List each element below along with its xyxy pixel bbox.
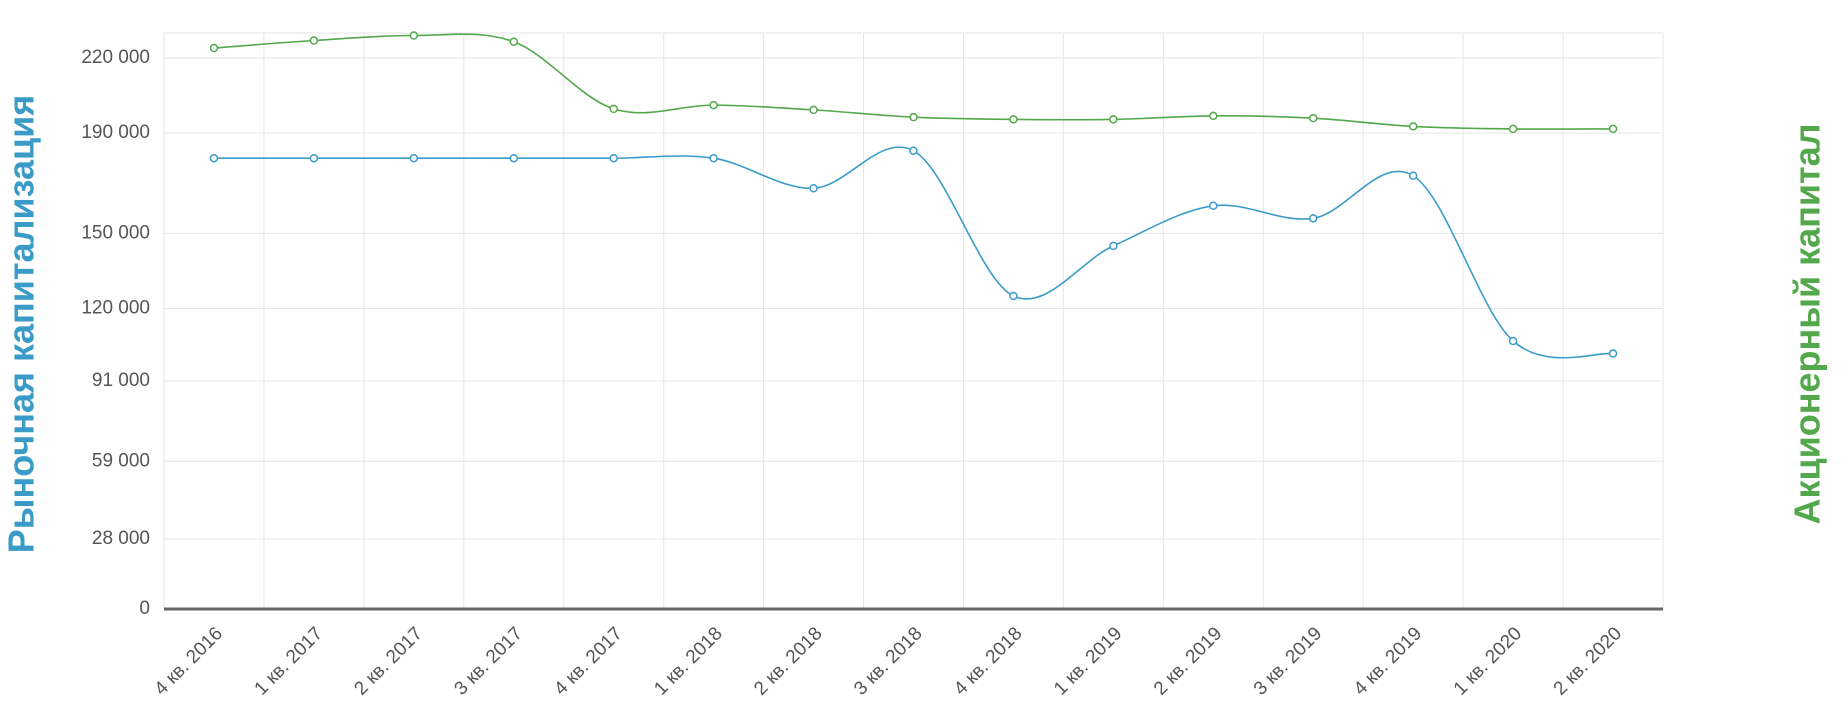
- x-tick-label: 3 кв. 2019: [1250, 623, 1326, 699]
- point: [1109, 115, 1118, 124]
- point: [909, 146, 918, 155]
- x-tick-label: 4 кв. 2016: [151, 623, 227, 699]
- x-tick-label: 4 кв. 2017: [550, 623, 626, 699]
- point: [1408, 122, 1418, 131]
- y-tick-label: 190 000: [81, 122, 150, 143]
- series-line: [213, 33, 1614, 130]
- y-tick-label: 150 000: [81, 222, 150, 243]
- x-tick-label: 4 кв. 2018: [950, 623, 1026, 699]
- point: [809, 184, 818, 193]
- x-tick-label: 1 кв. 2018: [650, 623, 726, 699]
- y-tick-label: 28 000: [92, 528, 150, 549]
- point: [1508, 336, 1518, 346]
- point: [1009, 291, 1018, 301]
- point: [209, 43, 219, 53]
- point: [1308, 113, 1318, 123]
- y-tick-label: 59 000: [92, 450, 150, 471]
- point: [1109, 241, 1118, 251]
- x-tick-label: 3 кв. 2017: [450, 623, 526, 699]
- point: [1009, 115, 1018, 124]
- y-tick-label: 0: [139, 598, 150, 619]
- x-tick-label: 1 кв. 2017: [251, 623, 327, 699]
- point: [609, 153, 618, 163]
- y-tick-label: 120 000: [81, 297, 150, 318]
- x-tick-label: 2 кв. 2017: [350, 623, 426, 699]
- y-tick-label: 220 000: [81, 47, 150, 68]
- point: [1608, 124, 1618, 134]
- point: [609, 104, 618, 114]
- x-tick-label: 1 кв. 2019: [1050, 623, 1126, 699]
- point: [1308, 214, 1318, 223]
- x-tick-label: 3 кв. 2018: [850, 623, 926, 699]
- x-tick-label: 1 кв. 2020: [1450, 623, 1526, 699]
- x-tick-label: 4 кв. 2019: [1350, 623, 1426, 699]
- point: [1608, 349, 1618, 358]
- x-tick-label: 2 кв. 2018: [750, 623, 826, 699]
- point: [309, 153, 319, 163]
- point: [409, 153, 419, 163]
- point: [1408, 171, 1418, 180]
- point: [509, 37, 519, 47]
- series-line: [213, 146, 1614, 359]
- point: [309, 36, 319, 45]
- point: [909, 112, 918, 122]
- point: [1209, 111, 1218, 121]
- x-tick-label: 2 кв. 2019: [1150, 623, 1226, 699]
- point: [409, 31, 419, 40]
- point: [1209, 201, 1218, 211]
- point: [209, 153, 219, 163]
- y2-axis-title: Акционерный капитал: [1787, 123, 1828, 524]
- point: [709, 100, 718, 110]
- y-tick-label: 91 000: [92, 370, 150, 391]
- y-axis-title: Рыночная капитализация: [1, 95, 42, 554]
- point: [1508, 124, 1518, 134]
- point: [509, 153, 519, 163]
- x-tick-label: 2 кв. 2020: [1550, 623, 1626, 699]
- point: [809, 105, 818, 115]
- point: [709, 153, 718, 163]
